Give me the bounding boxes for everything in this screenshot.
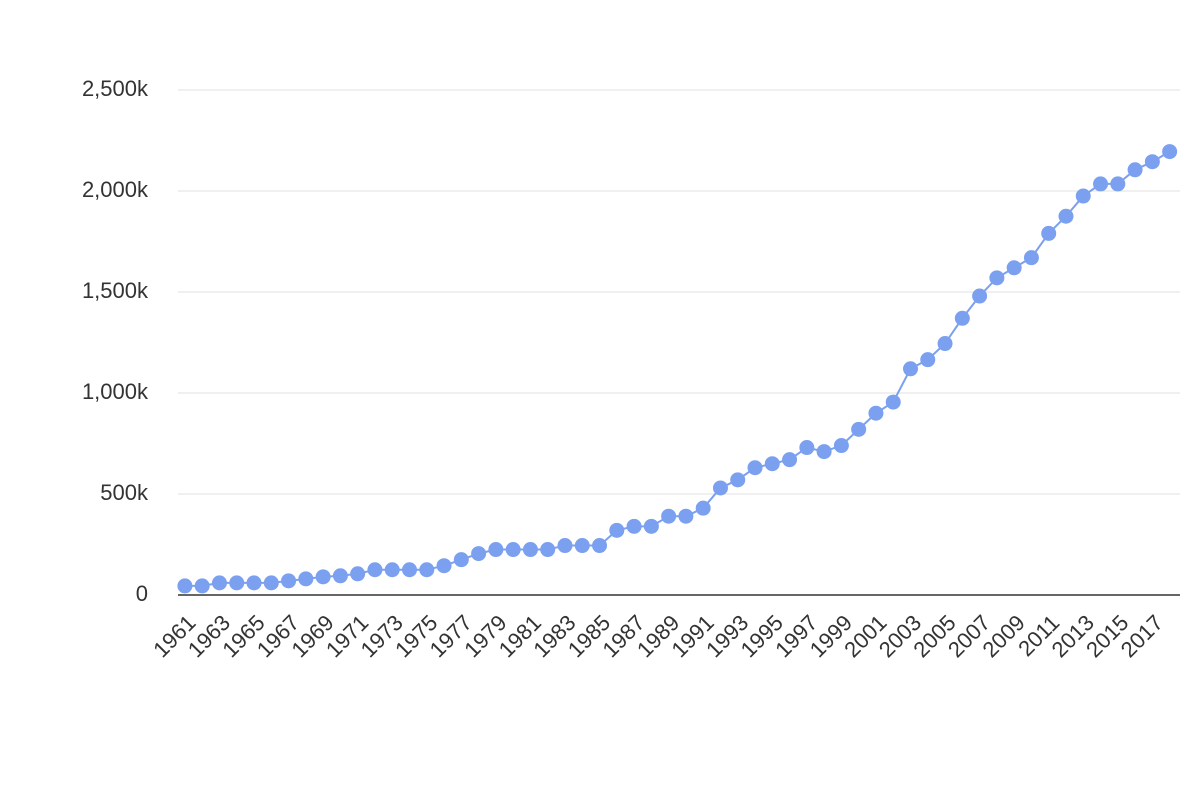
point	[471, 546, 487, 562]
y-tick-label: 1,000k	[82, 379, 149, 404]
point	[989, 270, 1005, 286]
point	[194, 578, 210, 594]
point	[436, 558, 452, 574]
point	[211, 575, 227, 591]
y-tick-label: 2,000k	[82, 177, 149, 202]
line	[184, 150, 1171, 587]
point	[177, 578, 193, 594]
y-tick-label: 1,500k	[82, 278, 149, 303]
point	[1127, 162, 1143, 178]
y-tick-label: 2,500k	[82, 76, 149, 101]
point	[557, 538, 573, 554]
point	[522, 542, 538, 558]
point	[574, 538, 590, 554]
point	[1075, 188, 1091, 204]
point	[937, 336, 953, 352]
point	[695, 500, 711, 516]
point	[592, 538, 608, 554]
point	[712, 480, 728, 496]
point	[643, 518, 659, 534]
point	[453, 552, 469, 568]
point	[281, 573, 297, 589]
point	[782, 452, 798, 468]
point	[1110, 176, 1126, 192]
point	[419, 562, 435, 578]
point	[730, 472, 746, 488]
point	[851, 421, 867, 437]
point	[764, 456, 780, 472]
point	[384, 562, 400, 578]
point	[298, 571, 314, 587]
point	[833, 438, 849, 454]
point	[816, 444, 832, 460]
point	[972, 288, 988, 304]
point	[315, 569, 331, 585]
point	[920, 352, 936, 368]
point	[1058, 208, 1074, 224]
point	[1162, 144, 1178, 160]
point	[885, 394, 901, 410]
point	[1144, 154, 1160, 170]
y-tick-label: 500k	[100, 480, 149, 505]
point	[350, 566, 366, 582]
point	[246, 575, 262, 591]
point	[263, 575, 279, 591]
point	[868, 405, 884, 421]
point	[626, 518, 642, 534]
point	[678, 508, 694, 524]
point	[609, 522, 625, 538]
point	[367, 562, 383, 578]
point	[1093, 176, 1109, 192]
point	[488, 542, 504, 558]
point	[661, 508, 677, 524]
point	[1041, 225, 1057, 241]
point	[954, 310, 970, 326]
point	[229, 575, 245, 591]
point	[505, 542, 521, 558]
point	[401, 562, 417, 578]
point	[1006, 260, 1022, 276]
point	[799, 440, 815, 456]
point	[1023, 250, 1039, 266]
point	[747, 460, 763, 476]
point	[540, 542, 556, 558]
y-tick-label: 0	[136, 581, 148, 606]
point	[902, 361, 918, 377]
point	[332, 568, 348, 584]
